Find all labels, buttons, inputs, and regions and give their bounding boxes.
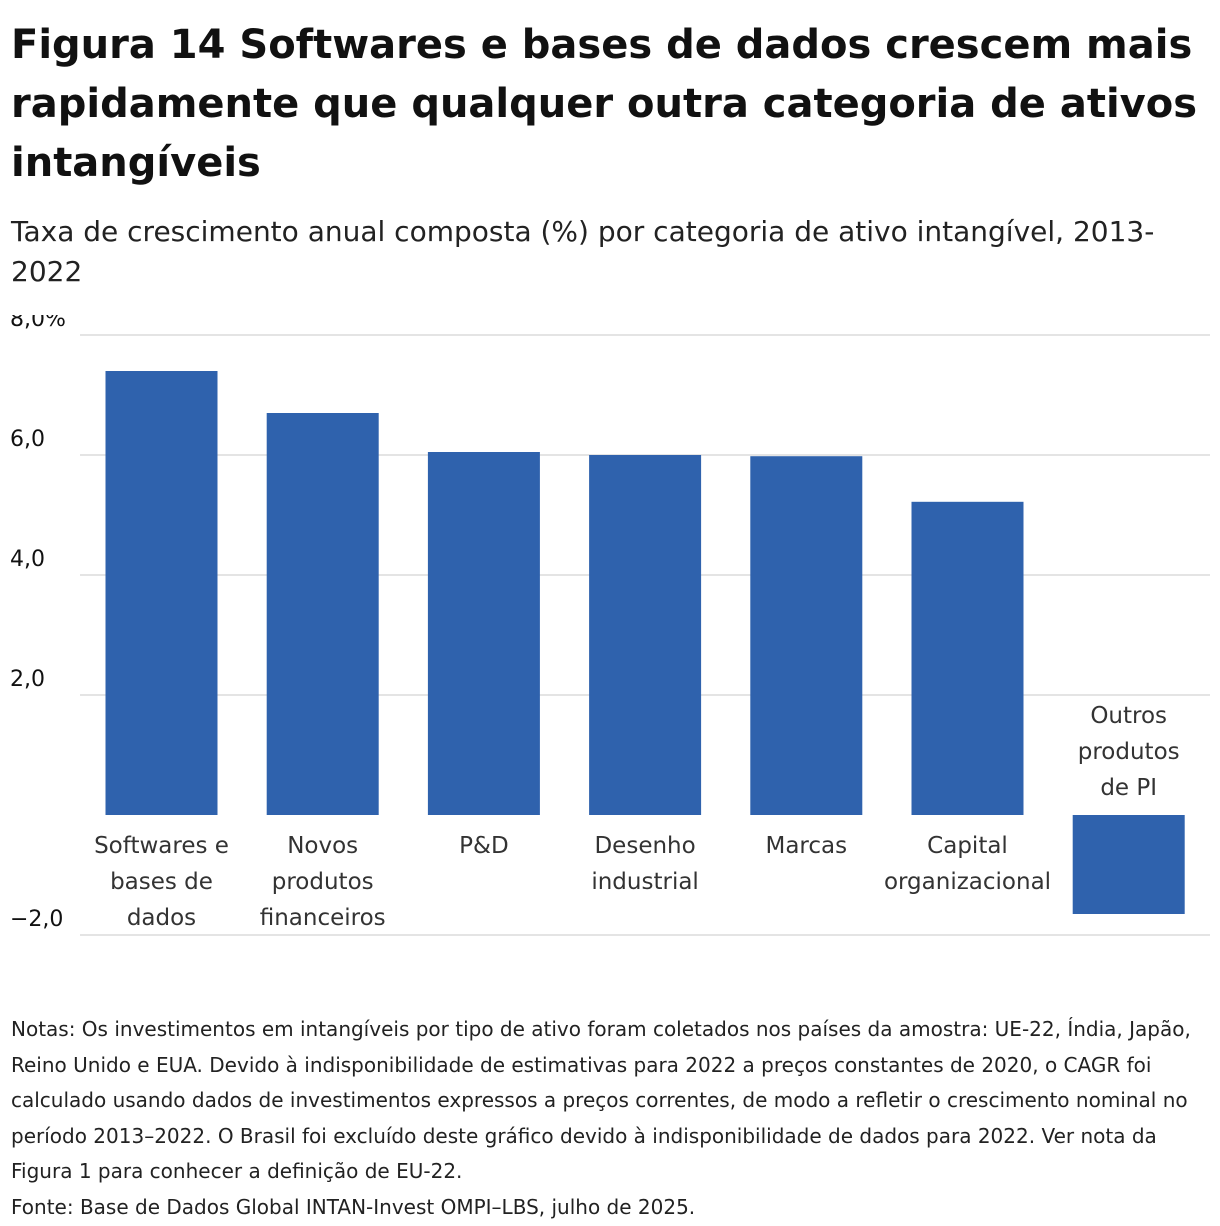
y-tick-label: 8,0%: [10, 315, 66, 332]
category-label: Outros: [1090, 703, 1167, 729]
y-tick-label: 6,0: [10, 427, 45, 452]
category-label: organizacional: [884, 869, 1051, 895]
category-label: Softwares e: [94, 833, 229, 859]
chart-notes: Notas: Os investimentos em intangíveis p…: [11, 1017, 1191, 1183]
category-label: Capital: [927, 833, 1008, 859]
bar: [1072, 815, 1185, 914]
y-tick-label: 2,0: [10, 667, 45, 692]
category-label: Marcas: [765, 833, 847, 859]
chart-source: Fonte: Base de Dados Global INTAN-Invest…: [11, 1194, 696, 1219]
category-label: bases de: [110, 869, 213, 895]
bar: [427, 452, 540, 815]
bar: [589, 455, 702, 815]
category-label: P&D: [459, 833, 509, 859]
notes-block: Notas: Os investimentos em intangíveis p…: [11, 1012, 1211, 1225]
y-tick-label: −2,0: [10, 907, 63, 932]
category-label: Novos: [287, 833, 358, 859]
bar: [105, 371, 218, 815]
bar: [911, 501, 1024, 815]
y-tick-label: 4,0: [10, 547, 45, 572]
chart-title: Figura 14 Softwares e bases de dados cre…: [11, 22, 1198, 186]
category-label: produtos: [272, 869, 374, 895]
category-label: financeiros: [260, 905, 386, 931]
category-label: de PI: [1100, 775, 1157, 801]
category-label: Desenho: [594, 833, 695, 859]
category-label: produtos: [1078, 739, 1180, 765]
chart-subtitle: Taxa de crescimento anual composta (%) p…: [11, 215, 1155, 288]
bar: [750, 456, 863, 815]
bar-chart: −2,0 2,0 4,0 6,0 8,0% Softwares e bases de dado…: [10, 315, 1210, 936]
category-label: dados: [127, 905, 196, 931]
category-label: industrial: [591, 869, 698, 895]
bar: [266, 413, 379, 815]
